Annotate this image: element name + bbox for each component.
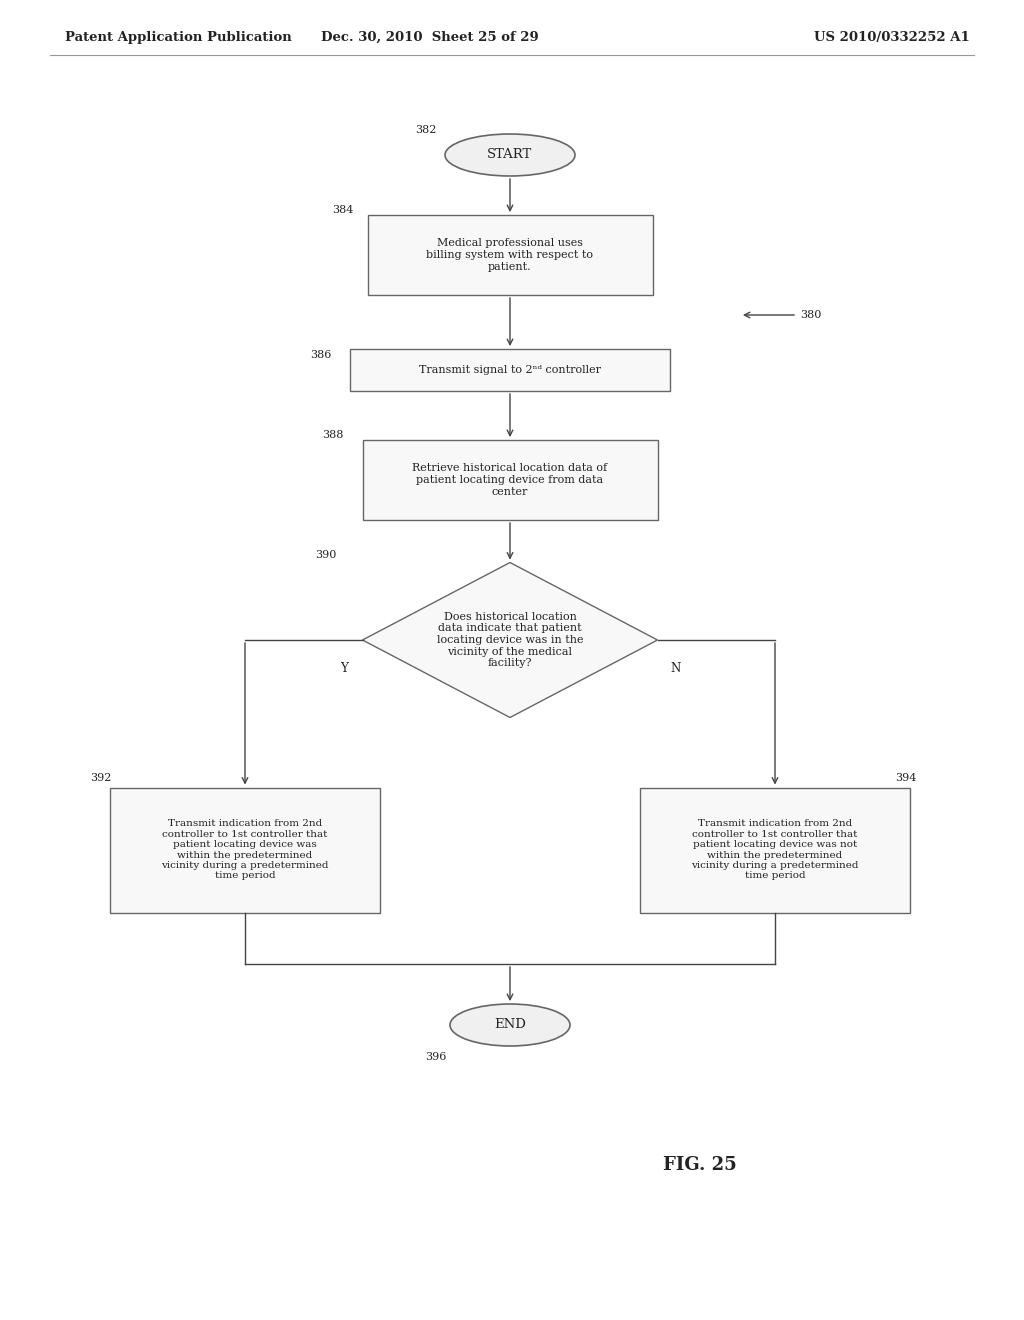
Text: Retrieve historical location data of
patient locating device from data
center: Retrieve historical location data of pat… [413, 463, 607, 496]
Text: 388: 388 [322, 430, 343, 440]
Text: Transmit indication from 2nd
controller to 1st controller that
patient locating : Transmit indication from 2nd controller … [161, 820, 329, 880]
Text: END: END [494, 1019, 526, 1031]
Bar [368, 215, 652, 294]
Text: 390: 390 [315, 550, 336, 560]
Text: 394: 394 [895, 774, 916, 783]
Text: Transmit indication from 2nd
controller to 1st controller that
patient locating : Transmit indication from 2nd controller … [691, 820, 859, 880]
Text: START: START [487, 149, 532, 161]
Text: 380: 380 [800, 310, 821, 319]
Text: FIG. 25: FIG. 25 [664, 1156, 737, 1173]
Text: 396: 396 [425, 1052, 446, 1063]
Text: Patent Application Publication: Patent Application Publication [65, 30, 292, 44]
Text: Y: Y [341, 661, 348, 675]
Bar [362, 440, 657, 520]
Polygon shape [362, 562, 657, 718]
Text: 384: 384 [332, 205, 353, 215]
Text: Dec. 30, 2010  Sheet 25 of 29: Dec. 30, 2010 Sheet 25 of 29 [322, 30, 539, 44]
Text: Medical professional uses
billing system with respect to
patient.: Medical professional uses billing system… [427, 239, 594, 272]
Bar [640, 788, 910, 912]
Text: 382: 382 [415, 125, 436, 135]
Text: US 2010/0332252 A1: US 2010/0332252 A1 [814, 30, 970, 44]
Text: N: N [671, 661, 681, 675]
Text: 392: 392 [90, 774, 112, 783]
Text: 386: 386 [310, 350, 332, 360]
Text: Transmit signal to 2ⁿᵈ controller: Transmit signal to 2ⁿᵈ controller [419, 366, 601, 375]
Ellipse shape [450, 1005, 570, 1045]
Bar [350, 348, 670, 391]
Text: Does historical location
data indicate that patient
locating device was in the
v: Does historical location data indicate t… [437, 611, 584, 668]
Ellipse shape [445, 135, 575, 176]
Bar [110, 788, 380, 912]
